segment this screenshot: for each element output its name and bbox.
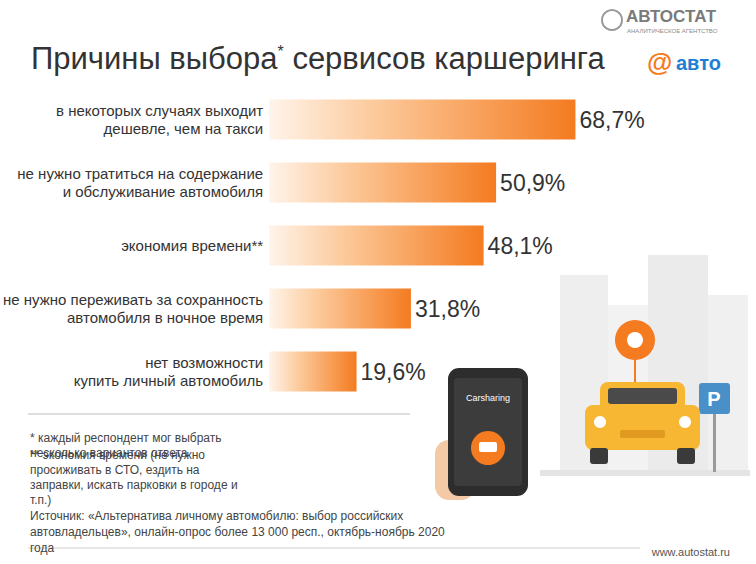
svg-text:** экономия времени (не нужно: ** экономия времени (не нужно (30, 448, 208, 462)
svg-text:P: P (707, 388, 720, 410)
svg-text:купить личный автомобиль: купить личный автомобиль (74, 372, 264, 389)
svg-text:экономия времени**: экономия времени** (121, 237, 263, 254)
svg-text:50,9%: 50,9% (500, 170, 565, 196)
svg-text:заправки, искать парковки в го: заправки, искать парковки в городе и (30, 478, 241, 492)
svg-text:19,6%: 19,6% (361, 359, 426, 385)
svg-text:дешевле, чем на такси: дешевле, чем на такси (104, 120, 264, 137)
svg-text:нет возможности: нет возможности (145, 354, 263, 371)
svg-text:@: @ (647, 47, 672, 77)
svg-text:т.п.): т.п.) (30, 493, 51, 507)
svg-text:не нужно переживать за сохранн: не нужно переживать за сохранность (3, 291, 263, 308)
svg-text:автомобиля в ночное время: автомобиля в ночное время (67, 309, 263, 326)
svg-text:* каждый респондент мог выбрат: * каждый респондент мог выбрать (30, 431, 225, 445)
svg-text:Carsharing: Carsharing (466, 393, 510, 403)
svg-text:48,1%: 48,1% (488, 233, 553, 259)
svg-text:31,8%: 31,8% (415, 296, 480, 322)
svg-text:сервисов каршеринга: сервисов каршеринга (284, 41, 606, 76)
svg-text:и обслуживание автомобиля: и обслуживание автомобиля (63, 183, 264, 200)
svg-text:АВТОСТАТ: АВТОСТАТ (626, 7, 717, 26)
svg-text:в некоторых случаях выходит: в некоторых случаях выходит (56, 102, 263, 119)
svg-text:года: года (30, 541, 55, 555)
svg-text:просиживать в СТО, ездить на: просиживать в СТО, ездить на (30, 463, 203, 477)
svg-text:не нужно тратиться на содержан: не нужно тратиться на содержание (17, 165, 263, 182)
svg-text:авто: авто (676, 52, 721, 74)
svg-text:Источник: «Альтернатива личном: Источник: «Альтернатива личному автомоби… (30, 509, 407, 523)
svg-text:www.autostat.ru: www.autostat.ru (651, 546, 730, 558)
svg-text:Причины выбора: Причины выбора (31, 41, 278, 76)
svg-text:автовладельцев», онлайн-опрос: автовладельцев», онлайн-опрос более 13 0… (30, 525, 448, 539)
svg-text:АНАЛИТИЧЕСКОЕ АГЕНТСТВО: АНАЛИТИЧЕСКОЕ АГЕНТСТВО (627, 28, 718, 34)
svg-text:68,7%: 68,7% (579, 107, 644, 133)
